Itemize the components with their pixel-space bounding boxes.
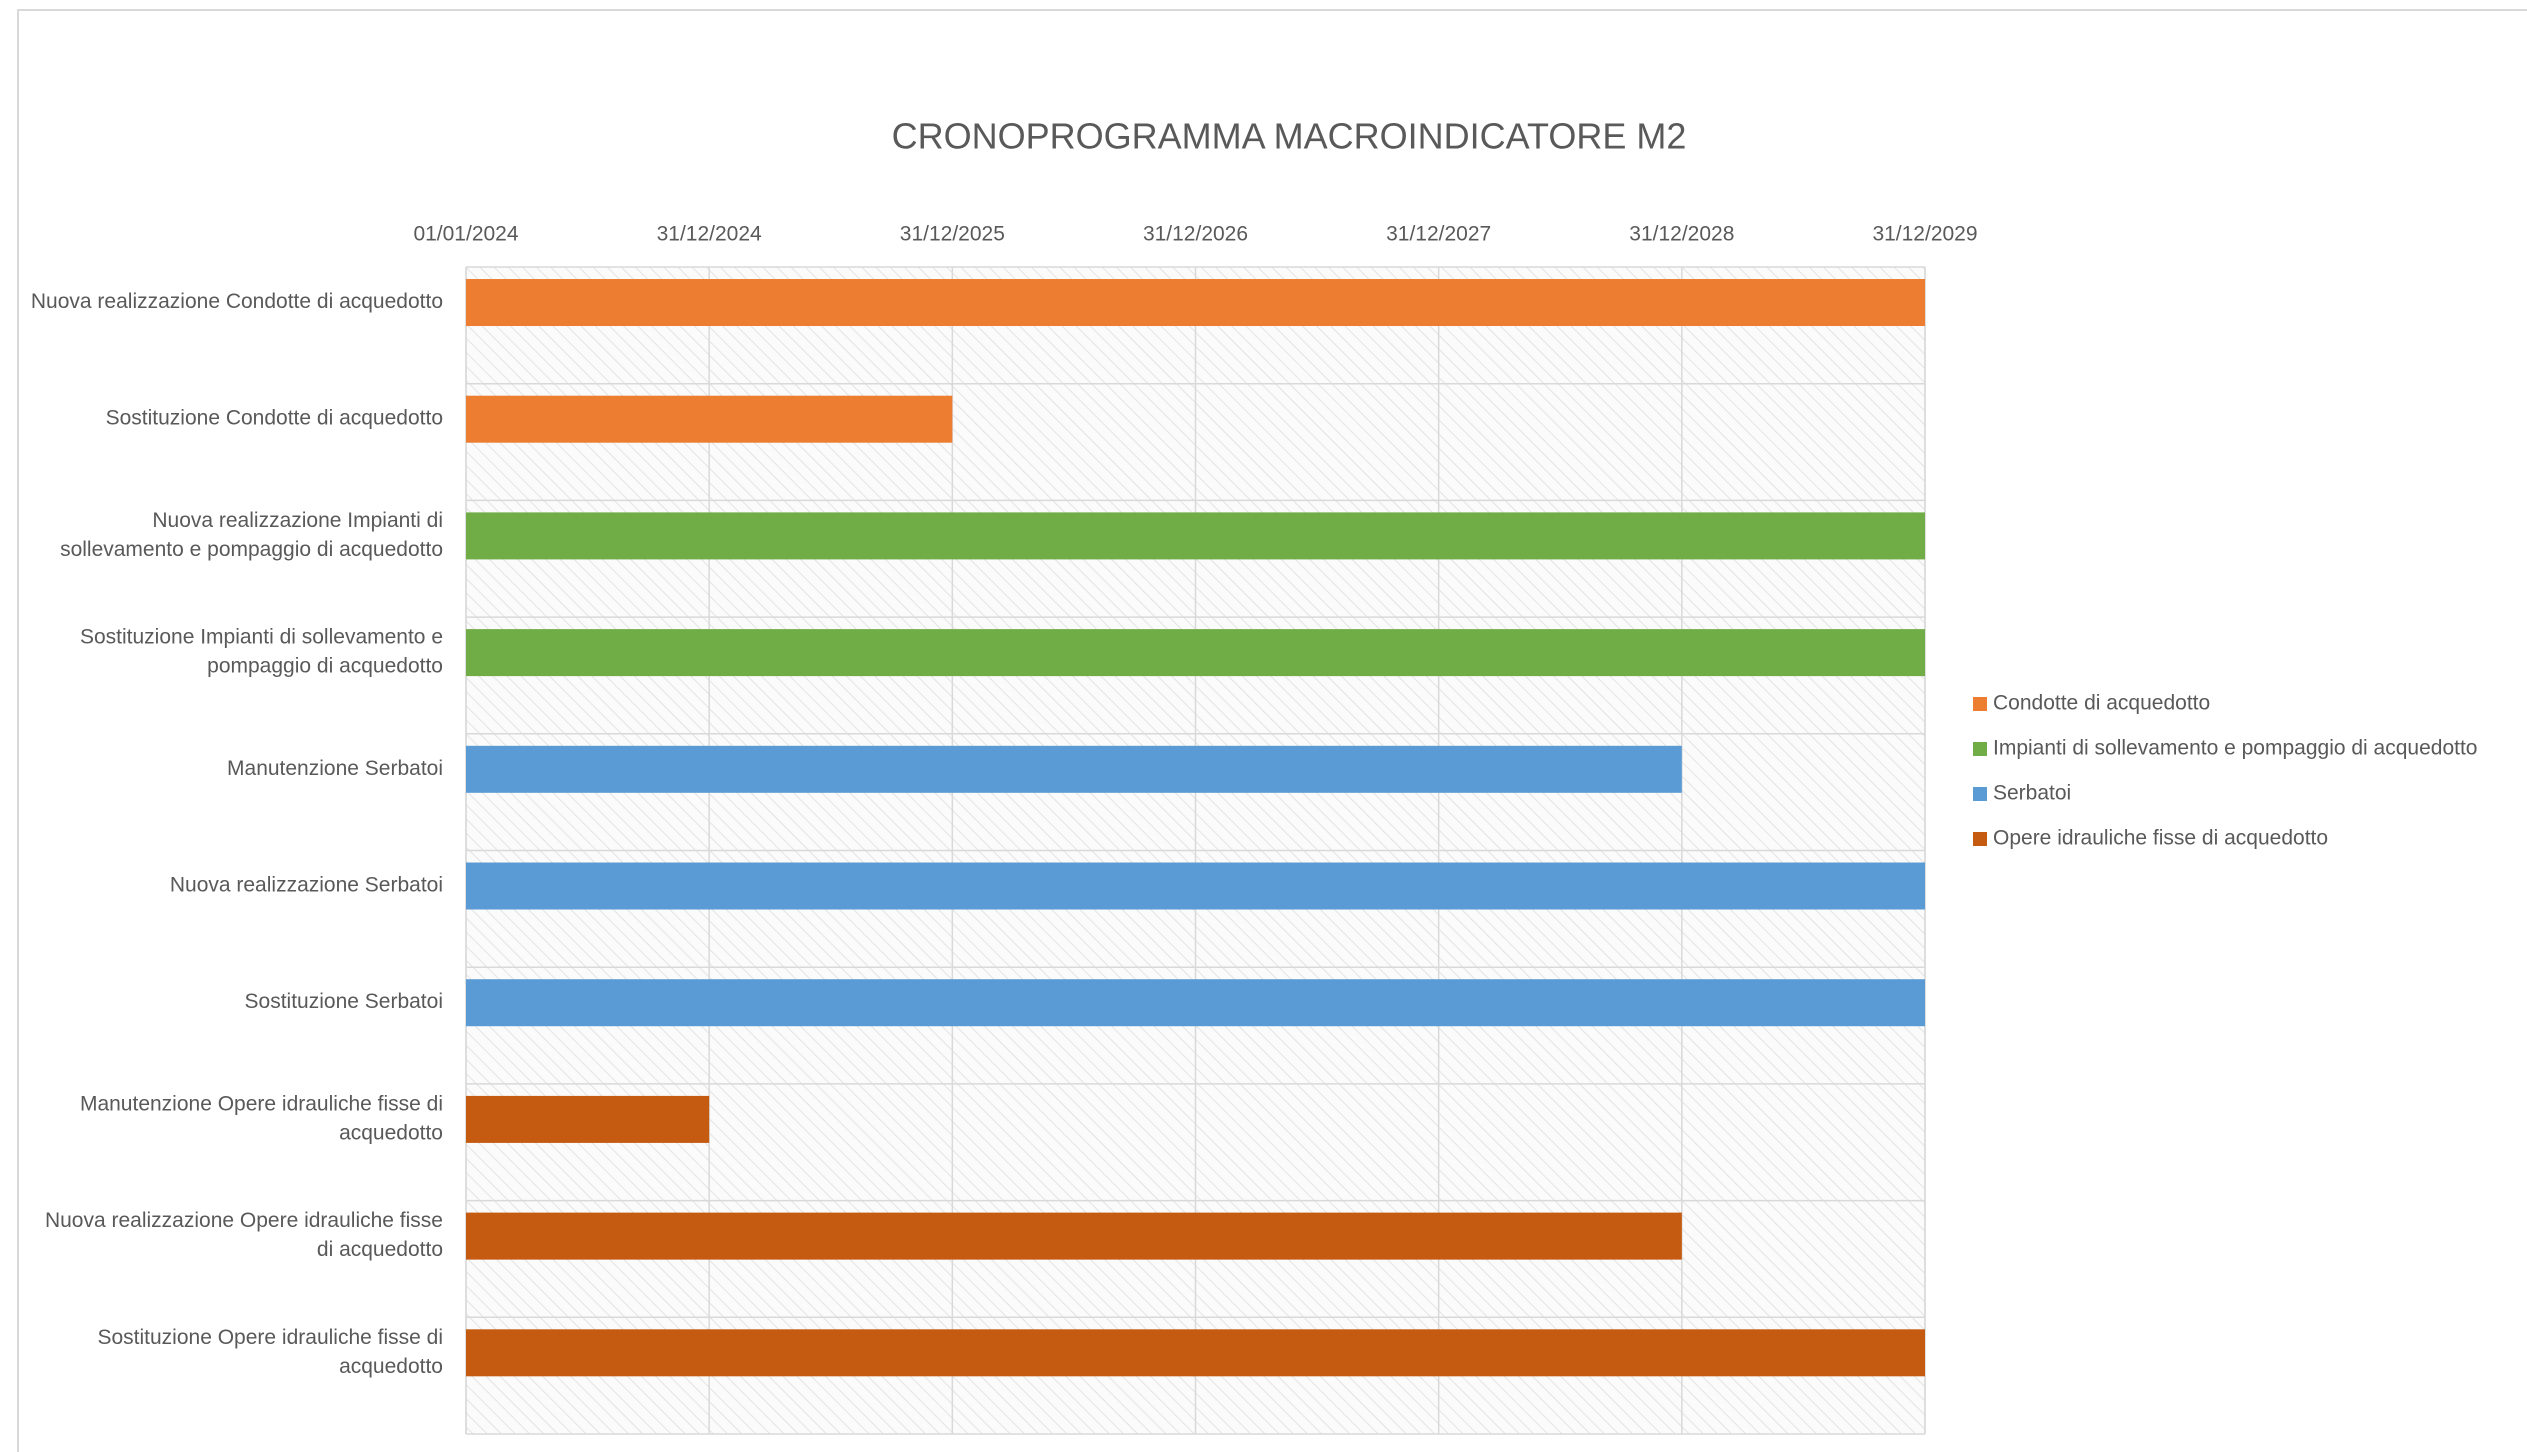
x-tick-label: 31/12/2026 <box>1143 223 1248 246</box>
legend-label: Impianti di sollevamento e pompaggio di … <box>1993 737 2477 760</box>
bar <box>466 512 1925 560</box>
y-tick-label: Nuova realizzazione Impianti di sollevame… <box>60 508 443 560</box>
x-tick-label: 31/12/2029 <box>1872 223 1977 246</box>
x-tick-label: 31/12/2024 <box>657 223 762 246</box>
x-tick-label: 31/12/2027 <box>1386 223 1491 246</box>
x-tick-label: 01/01/2024 <box>413 223 518 246</box>
y-tick-label: Manutenzione Serbatoi <box>227 756 443 779</box>
y-tick-label: Nuova realizzazione Opere idrauliche fis… <box>45 1209 443 1261</box>
x-tick-label: 31/12/2025 <box>900 223 1005 246</box>
y-tick-label: Nuova realizzazione Condotte di acquedot… <box>31 290 443 313</box>
y-tick-label: Manutenzione Opere idrauliche fisse di ac… <box>80 1092 443 1144</box>
chart-frame <box>17 9 2527 1452</box>
y-tick-label: Sostituzione Condotte di acquedotto <box>106 406 443 429</box>
bar <box>466 1329 1925 1377</box>
bar <box>466 1095 710 1143</box>
legend-swatch <box>1973 832 1987 846</box>
legend-swatch <box>1973 742 1987 756</box>
chart-title: CRONOPROGRAMMA MACROINDICATORE M2 <box>892 116 1687 157</box>
bar <box>466 279 1925 327</box>
legend-label: Opere idrauliche fisse di acquedotto <box>1993 827 2328 850</box>
legend-swatch <box>1973 787 1987 801</box>
legend-swatch <box>1973 697 1987 711</box>
y-tick-label: Nuova realizzazione Serbatoi <box>170 873 443 896</box>
legend-label: Serbatoi <box>1993 782 2071 805</box>
bar <box>466 745 1682 793</box>
bar <box>466 1212 1682 1260</box>
bar <box>466 979 1925 1027</box>
bar <box>466 862 1925 910</box>
bar <box>466 395 953 443</box>
y-tick-label: Sostituzione Serbatoi <box>245 990 443 1013</box>
bar <box>466 629 1925 677</box>
x-tick-label: 31/12/2028 <box>1629 223 1734 246</box>
y-tick-label: Sostituzione Opere idrauliche fisse di ac… <box>97 1325 443 1377</box>
legend-label: Condotte di acquedotto <box>1993 692 2210 715</box>
